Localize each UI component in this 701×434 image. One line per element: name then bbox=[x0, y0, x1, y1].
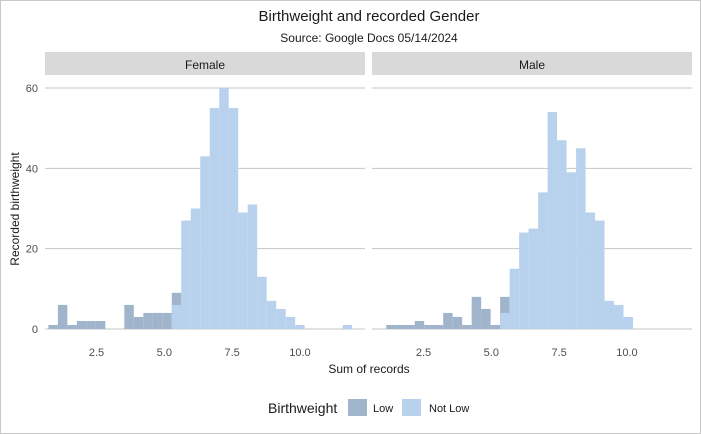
bar-male-not-low bbox=[604, 300, 615, 329]
legend: Birthweight Low Not Low bbox=[268, 399, 469, 416]
bar-male-low bbox=[490, 324, 501, 329]
bar-female-low bbox=[124, 304, 134, 329]
bar-male-low bbox=[395, 324, 406, 329]
bar-male-not-low bbox=[547, 112, 558, 329]
bar-female-low bbox=[86, 320, 96, 329]
bar-male-low bbox=[471, 296, 482, 329]
bar-female-not-low bbox=[257, 276, 267, 329]
bar-female-not-low bbox=[295, 324, 305, 329]
bar-female-low bbox=[57, 304, 68, 329]
bar-male-not-low bbox=[595, 220, 605, 329]
facet-strip-label-male: Male bbox=[519, 58, 545, 72]
y-tick-label: 60 bbox=[26, 83, 38, 95]
x-tick-label: 10.0 bbox=[289, 347, 310, 359]
x-tick-label: 2.5 bbox=[89, 347, 104, 359]
bar-female-not-low bbox=[238, 212, 248, 329]
x-tick-label: 7.5 bbox=[551, 347, 566, 359]
bar-female-not-low bbox=[247, 204, 258, 329]
x-tick-label: 5.0 bbox=[484, 347, 499, 359]
bar-male-not-low bbox=[538, 192, 548, 329]
bar-male-not-low bbox=[623, 316, 634, 329]
bar-male-low bbox=[452, 316, 463, 329]
bar-female-not-low bbox=[285, 316, 296, 329]
bar-female-low bbox=[67, 324, 77, 329]
x-axis-label: Sum of records bbox=[328, 362, 409, 376]
bar-male-low bbox=[405, 324, 415, 329]
bar-female-not-low bbox=[266, 300, 277, 329]
y-tick-label: 20 bbox=[26, 244, 38, 256]
x-tick-label: 2.5 bbox=[416, 347, 431, 359]
bar-female-not-low bbox=[200, 156, 210, 329]
bar-female-not-low bbox=[219, 88, 229, 329]
facet-strip-female bbox=[45, 52, 365, 75]
legend-label-not-low: Not Low bbox=[429, 403, 469, 415]
bar-female-low bbox=[48, 324, 58, 329]
bar-male-low bbox=[414, 320, 425, 329]
bar-female-low bbox=[133, 316, 144, 329]
bar-female-low bbox=[162, 312, 172, 329]
bar-female-not-low bbox=[276, 308, 286, 329]
chart-title: Birthweight and recorded Gender bbox=[259, 8, 480, 25]
x-tick-label: 7.5 bbox=[224, 347, 239, 359]
bar-female-not-low bbox=[190, 208, 201, 329]
bar-male-not-low bbox=[585, 212, 596, 329]
bar-female-low bbox=[152, 312, 163, 329]
bar-male-low bbox=[481, 308, 491, 329]
facet-strip-label-female: Female bbox=[185, 58, 225, 72]
bar-male-not-low bbox=[509, 268, 520, 329]
bar-male-not-low bbox=[519, 232, 529, 329]
legend-title: Birthweight bbox=[268, 400, 337, 416]
bar-male-low bbox=[443, 312, 453, 329]
bar-male-not-low bbox=[528, 228, 539, 329]
bar-male-not-low bbox=[557, 140, 567, 329]
bar-female-low bbox=[76, 320, 87, 329]
bar-male-low bbox=[433, 324, 444, 329]
facets-group: Female 2.5 5.0 7.5 10.0 0 20 40 60 Male 2.5 5.0 7.5 1… bbox=[26, 52, 692, 359]
bar-female-low bbox=[95, 320, 106, 329]
x-tick-label: 10.0 bbox=[616, 347, 637, 359]
y-axis-label: Recorded birthweight bbox=[8, 152, 22, 266]
bar-female-not-low bbox=[171, 304, 182, 329]
bar-female-not-low bbox=[209, 108, 220, 329]
legend-swatch-low bbox=[348, 399, 367, 416]
y-tick-label: 40 bbox=[26, 163, 38, 175]
bar-female-not-low bbox=[228, 108, 239, 329]
bar-male-low bbox=[386, 324, 396, 329]
bar-female-not-low bbox=[181, 220, 191, 329]
bar-male-low bbox=[424, 324, 434, 329]
chart-subtitle: Source: Google Docs 05/14/2024 bbox=[280, 31, 458, 45]
bar-female-not-low bbox=[342, 324, 353, 329]
y-tick-label: 0 bbox=[32, 324, 38, 336]
bar-female-low bbox=[143, 312, 153, 329]
bar-male-not-low bbox=[576, 148, 586, 329]
bar-male-not-low bbox=[566, 172, 577, 329]
bar-male-not-low bbox=[500, 312, 510, 329]
bar-male-low bbox=[462, 324, 472, 329]
x-tick-label: 5.0 bbox=[157, 347, 172, 359]
legend-label-low: Low bbox=[373, 403, 393, 415]
facet-strip-male bbox=[372, 52, 692, 75]
bar-male-not-low bbox=[614, 304, 624, 329]
legend-swatch-not-low bbox=[402, 399, 421, 416]
